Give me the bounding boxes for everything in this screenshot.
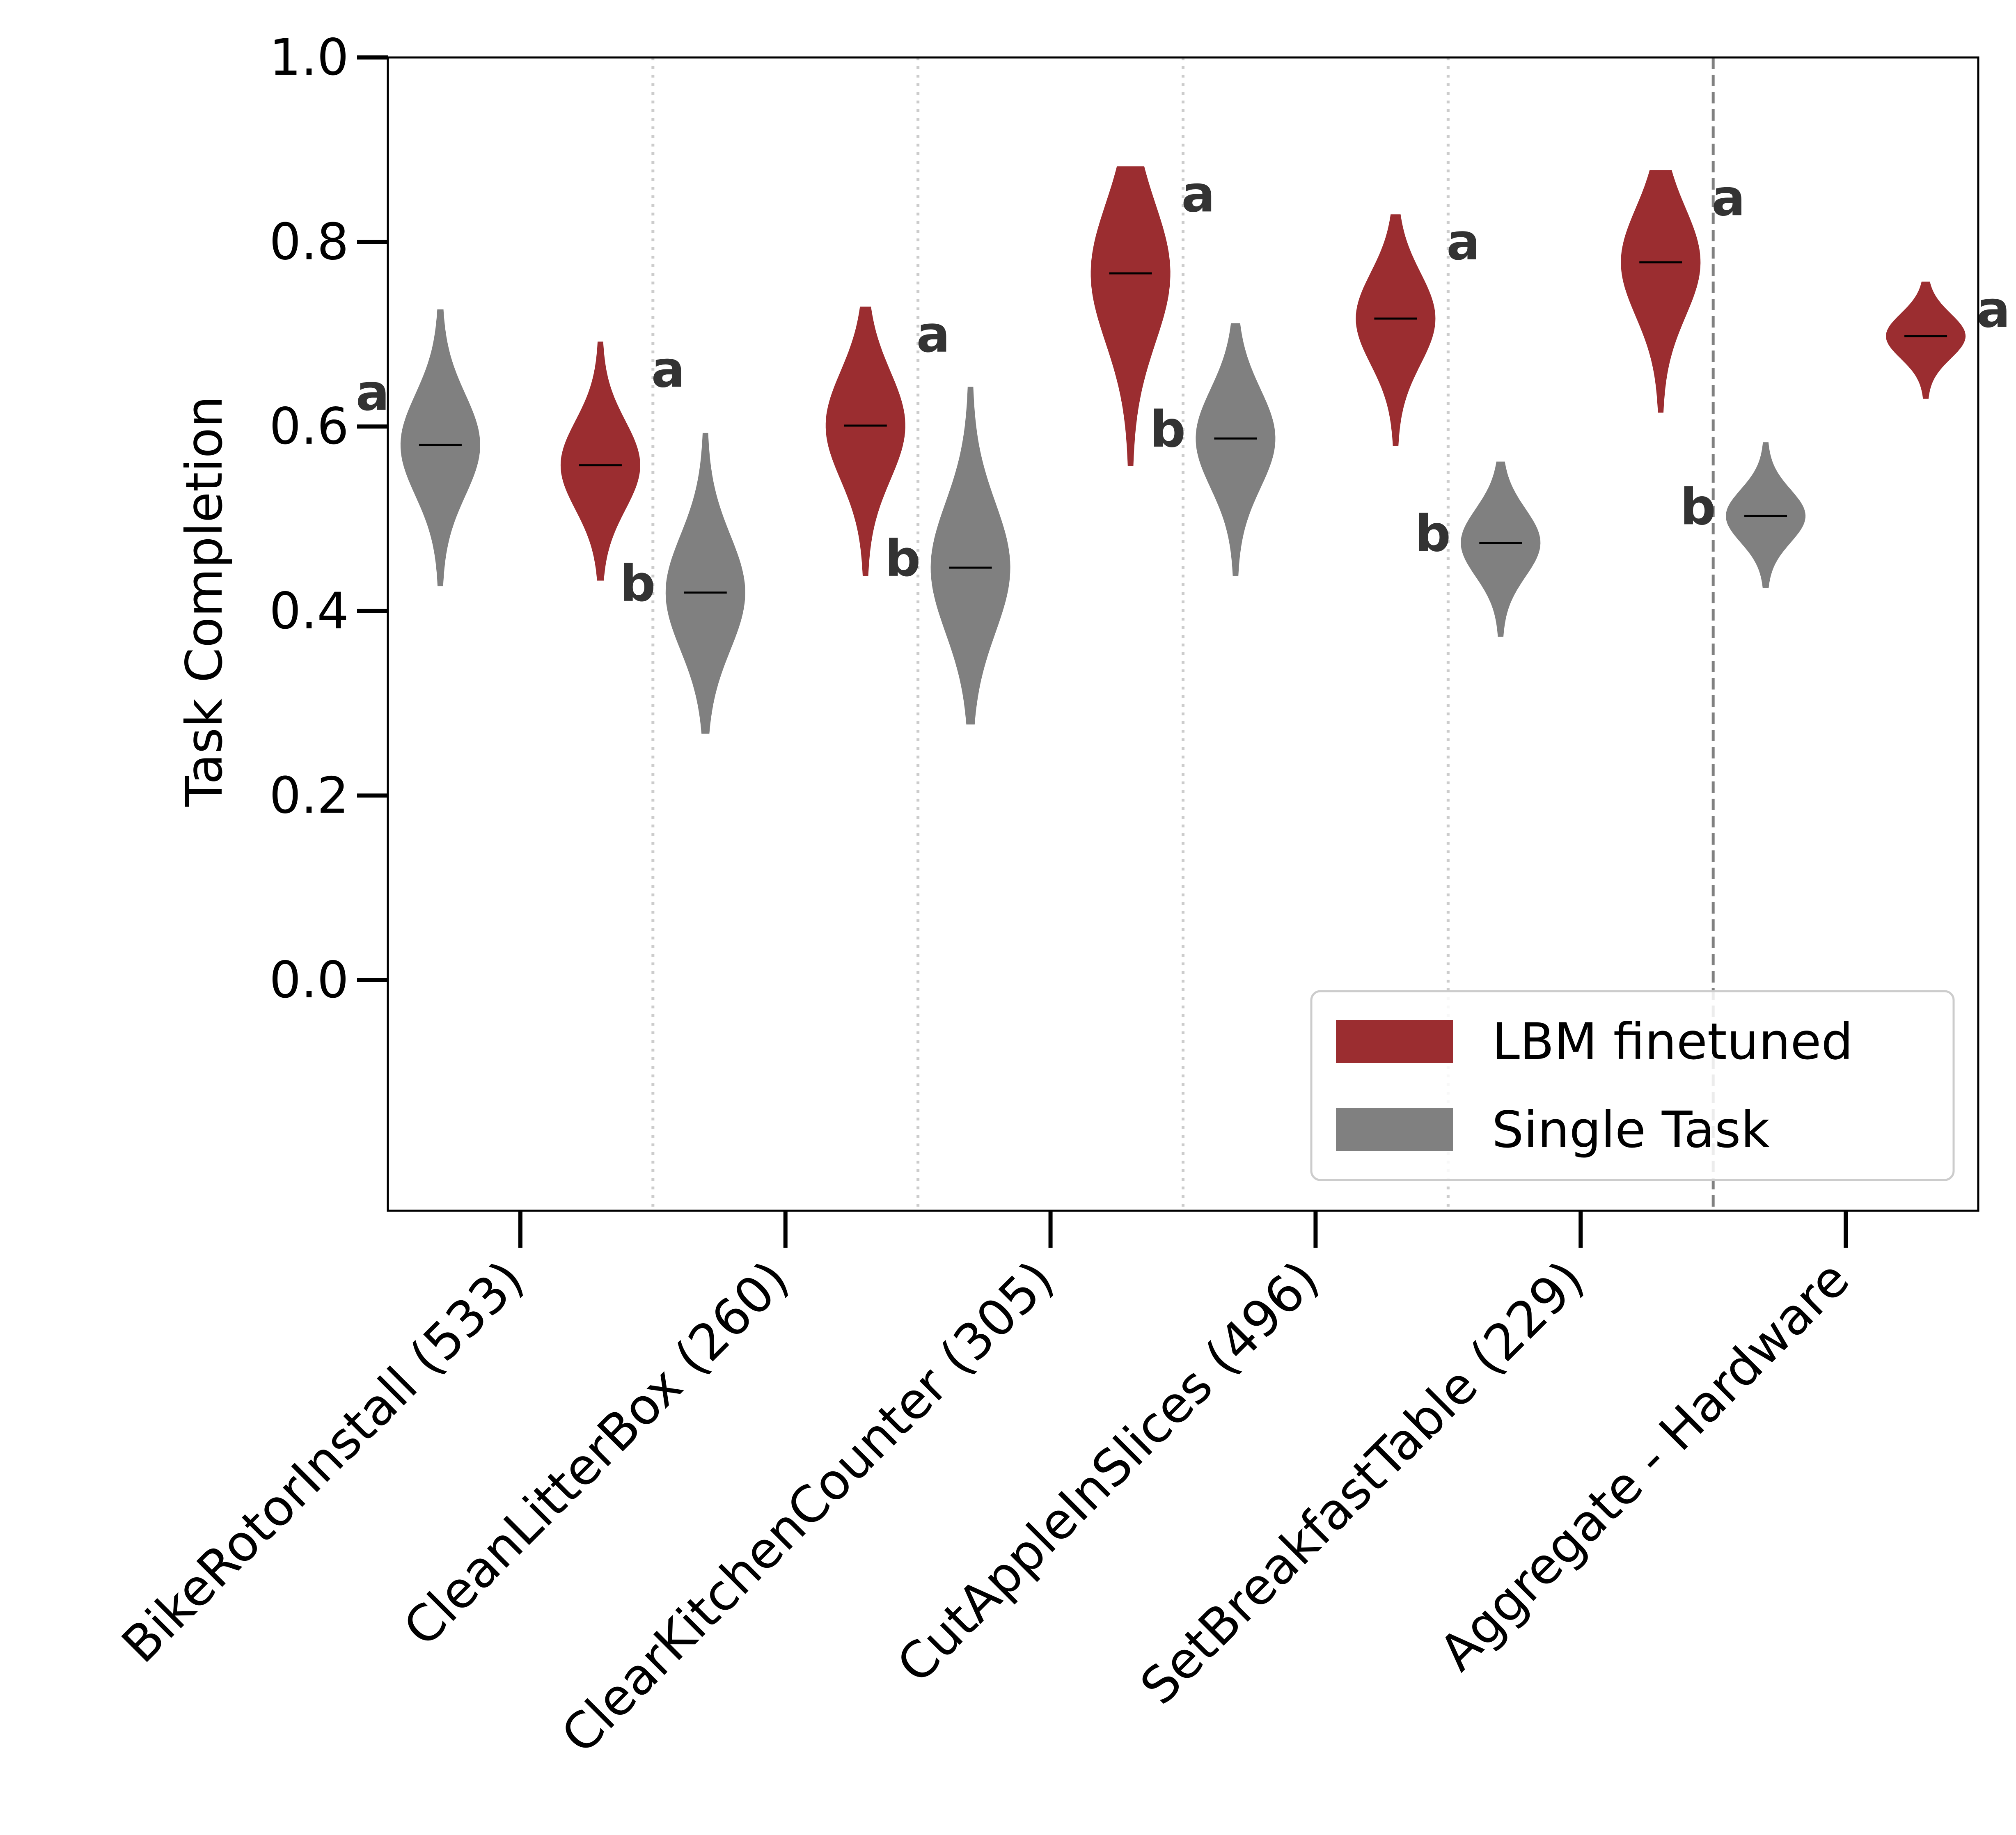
significance-letter: a bbox=[1181, 165, 1215, 223]
violin-single-task bbox=[665, 433, 745, 734]
legend-label: Single Task bbox=[1492, 1101, 1770, 1159]
x-tick-label: SetBreakfastTable (229) bbox=[1129, 1250, 1595, 1716]
violin-lbm-finetuned bbox=[560, 341, 640, 581]
significance-letter: b bbox=[1680, 478, 1716, 536]
violin-lbm-finetuned bbox=[1621, 170, 1701, 413]
y-tick-label: 0.2 bbox=[269, 766, 349, 825]
x-tick-label: CutAppleInSlices (496) bbox=[886, 1250, 1330, 1694]
significance-letter: b bbox=[620, 554, 655, 613]
significance-letter: a bbox=[651, 340, 685, 399]
legend-swatch-single-task bbox=[1336, 1108, 1453, 1151]
significance-letter: b bbox=[1150, 400, 1186, 458]
y-tick-label: 0.0 bbox=[269, 951, 349, 1009]
significance-letter: a bbox=[916, 305, 950, 364]
y-tick-label: 0.6 bbox=[269, 397, 349, 456]
legend: LBM finetuned Single Task bbox=[1310, 990, 1955, 1181]
violin-lbm-finetuned bbox=[825, 307, 905, 576]
plot-frame bbox=[387, 56, 1979, 1212]
legend-box bbox=[1310, 990, 1955, 1181]
violin-single-task bbox=[1461, 461, 1541, 637]
violin-lbm-finetuned bbox=[1886, 282, 1966, 399]
significance-letter: a bbox=[356, 364, 389, 422]
y-tick-label: 1.0 bbox=[269, 28, 349, 87]
violin-lbm-finetuned bbox=[1090, 166, 1171, 466]
legend-label: LBM finetuned bbox=[1492, 1013, 1853, 1071]
significance-letter: b bbox=[1415, 504, 1451, 563]
significance-letter: b bbox=[885, 529, 921, 588]
x-tick-label: ClearKitchenCounter (305) bbox=[550, 1250, 1065, 1764]
significance-letter: a bbox=[1977, 280, 2010, 339]
violin-lbm-finetuned bbox=[1356, 214, 1436, 446]
y-tick-label: 0.4 bbox=[269, 582, 349, 640]
significance-letter: a bbox=[1711, 169, 1745, 227]
violin-single-task bbox=[400, 309, 480, 586]
violin-single-task bbox=[1196, 323, 1276, 576]
group-separators bbox=[651, 57, 1715, 1211]
significance-letters: a a b a b a b a b a b a bbox=[356, 165, 2010, 613]
significance-letter: a bbox=[1446, 213, 1480, 271]
y-axis-label: Task Completion bbox=[175, 396, 234, 807]
y-tick-label: 0.8 bbox=[269, 213, 349, 271]
violin-single-task bbox=[930, 387, 1010, 725]
violins bbox=[400, 166, 1966, 734]
legend-swatch-lbm-finetuned bbox=[1336, 1020, 1453, 1063]
